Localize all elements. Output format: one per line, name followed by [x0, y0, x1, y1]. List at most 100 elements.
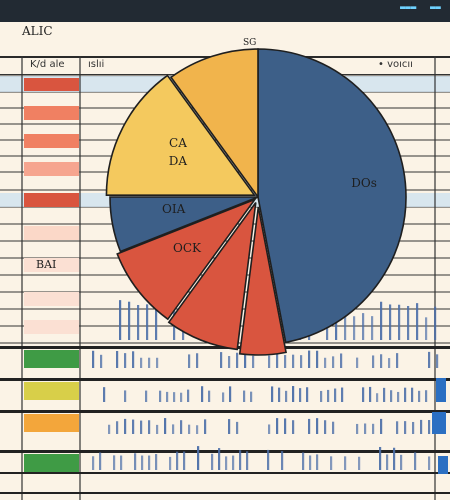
edge-marker — [438, 456, 448, 474]
edge-marker — [432, 412, 446, 434]
background-bar — [99, 452, 102, 470]
row-color-cell — [24, 226, 79, 240]
background-bar — [124, 418, 127, 434]
ruler-left-label: ALIC — [22, 24, 53, 38]
pie-slice-5[interactable] — [105, 74, 257, 196]
background-bar — [380, 418, 383, 434]
background-bar — [159, 390, 162, 402]
background-bar — [155, 454, 158, 470]
background-bar — [308, 418, 311, 434]
background-bar — [236, 421, 239, 434]
background-bar — [364, 423, 367, 434]
background-bar — [390, 390, 393, 402]
row-color-cell — [24, 292, 79, 306]
pie-slice-0[interactable] — [257, 48, 407, 344]
background-bar — [141, 455, 144, 470]
background-bar — [145, 390, 148, 402]
background-bar — [228, 356, 231, 368]
toolbar-badge-2[interactable]: ▬▬ — [430, 3, 441, 13]
background-bar — [100, 354, 103, 368]
background-bar — [188, 424, 191, 434]
background-bar — [278, 387, 281, 402]
background-bar — [236, 352, 239, 368]
header-col-2: ıslıi — [88, 59, 105, 70]
background-bar — [324, 357, 327, 368]
section-divider — [0, 410, 450, 413]
background-bar — [164, 418, 167, 434]
background-bar — [113, 455, 116, 470]
background-bar — [358, 456, 361, 470]
pie-slice-6[interactable] — [169, 48, 259, 200]
background-bar — [188, 354, 191, 368]
background-bar — [124, 390, 127, 402]
header-col-3: • voıcıı — [378, 59, 413, 70]
background-bar — [166, 391, 169, 402]
pie-slice-1[interactable] — [238, 206, 287, 356]
pie-slice-3[interactable] — [116, 197, 258, 321]
background-bar — [428, 456, 431, 470]
background-bar — [386, 454, 389, 470]
background-bar — [372, 355, 375, 368]
background-bar — [244, 350, 247, 368]
background-bar — [132, 351, 135, 368]
background-bar — [148, 455, 151, 470]
pie-slice-label: OIA — [162, 202, 186, 216]
background-bar — [148, 420, 151, 434]
background-bar — [292, 386, 295, 402]
background-bar — [119, 300, 122, 340]
background-bar — [344, 456, 347, 470]
background-bar — [316, 418, 319, 434]
background-bar — [173, 392, 176, 402]
background-bar — [172, 424, 175, 434]
toolbar-badge-1[interactable]: ▬▬▬ — [400, 3, 417, 13]
background-bar — [271, 386, 274, 402]
background-bar — [92, 456, 95, 470]
background-bar — [356, 357, 359, 368]
background-bar — [292, 420, 295, 434]
background-bar — [324, 420, 327, 434]
section-divider — [0, 378, 450, 381]
background-bar — [120, 455, 123, 470]
background-bar — [398, 304, 401, 340]
background-bar — [211, 453, 214, 470]
background-bar — [340, 353, 343, 368]
background-bar — [299, 388, 302, 402]
row-color-cell — [24, 258, 79, 272]
background-bar — [371, 316, 374, 340]
row-color-cell — [24, 382, 79, 400]
row-color-cell — [24, 454, 79, 472]
background-bar — [267, 449, 270, 470]
section-divider — [0, 492, 450, 494]
pie-slice-label: DA — [169, 154, 188, 168]
top-toolbar: ▬▬▬ ▬▬ — [0, 0, 450, 22]
background-bar — [404, 387, 407, 402]
background-bar — [250, 391, 253, 402]
row-color-cell — [24, 162, 79, 176]
background-bar — [404, 421, 407, 434]
background-bar — [228, 419, 231, 434]
background-bar — [222, 392, 225, 402]
background-bar — [380, 354, 383, 368]
row-color-cell — [24, 320, 79, 334]
background-bar — [428, 420, 431, 434]
pie-slice-label: OCK — [173, 241, 202, 255]
background-bar — [396, 421, 399, 434]
background-bar — [411, 387, 414, 402]
background-bar — [128, 301, 131, 340]
background-bar — [369, 386, 372, 402]
background-bar — [218, 448, 221, 470]
background-bar — [180, 420, 183, 434]
background-bar — [316, 454, 319, 470]
background-bar — [436, 354, 439, 368]
background-bar — [420, 419, 423, 434]
pie-slice-2[interactable] — [167, 202, 257, 351]
row-color-cell — [24, 78, 79, 91]
background-bar — [169, 456, 172, 470]
background-bar — [208, 390, 211, 402]
pie-slice-4[interactable] — [109, 196, 259, 253]
background-bar — [140, 420, 143, 434]
background-bar — [396, 353, 399, 368]
background-bar — [243, 390, 246, 402]
background-bar — [124, 353, 127, 368]
background-bar — [276, 352, 279, 368]
